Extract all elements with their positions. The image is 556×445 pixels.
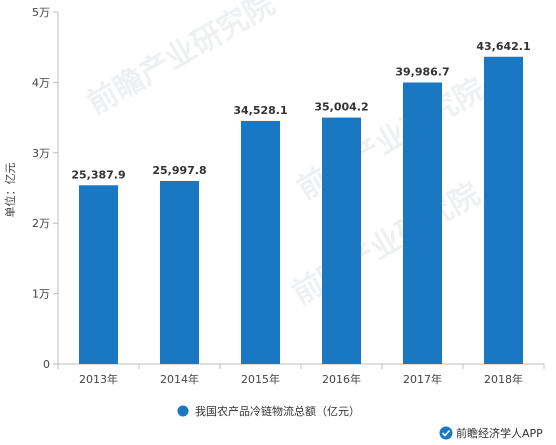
legend-label: 我国农产品冷链物流总额（亿元） <box>195 404 360 418</box>
data-label: 35,004.2 <box>314 101 368 114</box>
footer-brand: 前瞻经济学人APP <box>439 426 543 440</box>
axes-layer: 0 1万 2万 3万 4万 5万 2013年 2014年 2015年 2016年 2017年 2018… <box>32 6 545 386</box>
data-label: 25,387.9 <box>71 168 125 181</box>
legend-marker <box>177 405 189 417</box>
y-axis-label: 单位：亿元 <box>3 163 17 218</box>
x-tick-label: 2014年 <box>160 372 199 386</box>
x-tick-label: 2018年 <box>484 372 523 386</box>
x-tick-label: 2013年 <box>79 372 118 386</box>
footer-brand-label: 前瞻经济学人APP <box>456 426 543 440</box>
bars-layer <box>79 56 523 365</box>
legend: 我国农产品冷链物流总额（亿元） <box>177 404 360 418</box>
bar <box>241 120 280 364</box>
x-tick-label: 2016年 <box>322 372 361 386</box>
data-labels-layer: 25,387.9 25,997.8 34,528.1 35,004.2 39,986.7… <box>71 40 530 182</box>
bar <box>484 56 523 365</box>
bar <box>403 82 442 365</box>
y-tick-label: 5万 <box>32 6 50 19</box>
bar <box>160 180 199 364</box>
y-tick-label: 4万 <box>32 76 50 89</box>
data-label: 25,997.8 <box>152 164 206 177</box>
data-label: 43,642.1 <box>476 40 530 53</box>
bar <box>322 117 361 364</box>
x-tick-label: 2017年 <box>403 372 442 386</box>
qianzhan-app-icon <box>439 426 453 440</box>
x-tick-label: 2015年 <box>241 372 280 386</box>
data-label: 39,986.7 <box>395 65 449 78</box>
y-tick-label: 3万 <box>32 147 50 160</box>
data-label: 34,528.1 <box>233 104 287 117</box>
y-tick-label: 2万 <box>32 217 50 230</box>
bar <box>79 185 118 364</box>
y-tick-label: 0 <box>43 358 50 371</box>
y-tick-label: 1万 <box>32 288 50 301</box>
